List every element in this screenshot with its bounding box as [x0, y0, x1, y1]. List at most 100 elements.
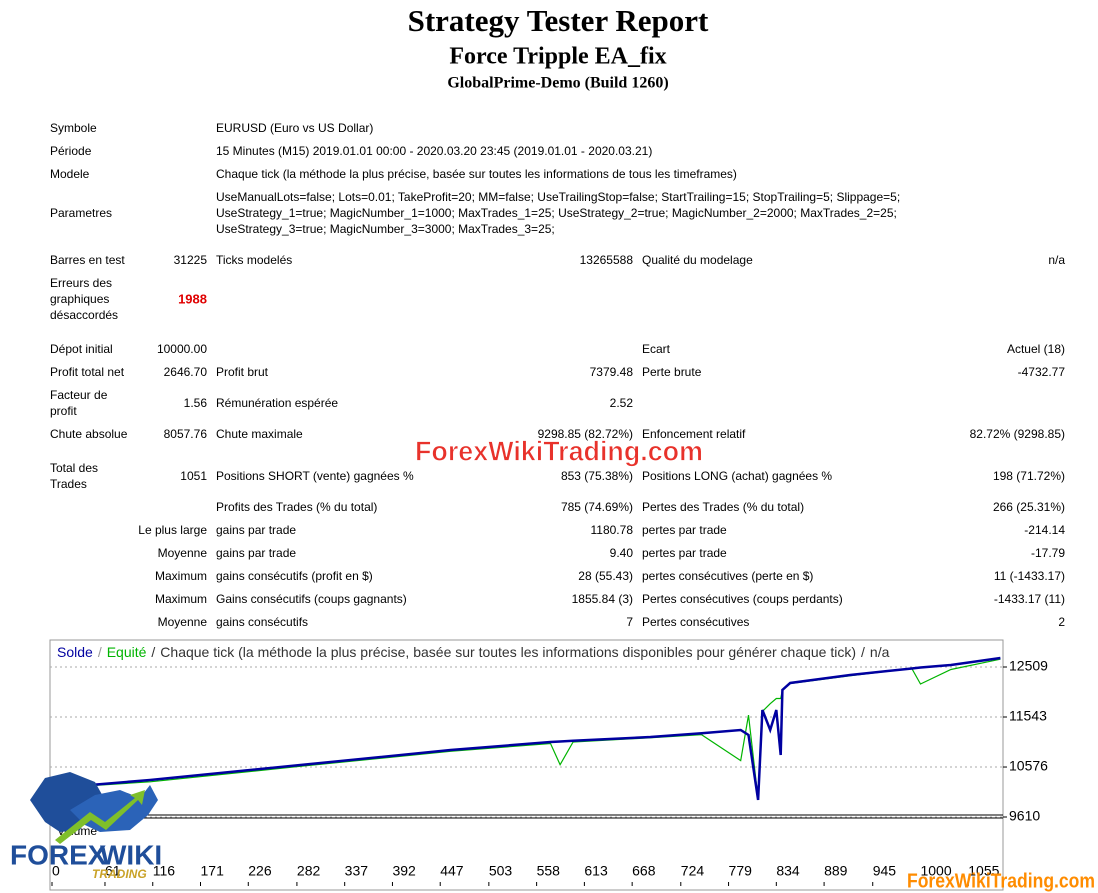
cell-label: désaccordés	[50, 308, 118, 322]
cell-value3: 2	[1058, 615, 1065, 629]
x-tick-label: 392	[392, 863, 416, 879]
cell-value2: 28 (55.43)	[578, 569, 633, 583]
legend-quality: n/a	[870, 644, 890, 660]
subtitle: Force Tripple EA_fix	[449, 44, 666, 70]
cell-label3: Pertes consécutives (coups perdants)	[642, 592, 843, 606]
cell-text: UseManualLots=false; Lots=0.01; TakeProf…	[216, 190, 900, 204]
x-tick-label: 558	[537, 863, 561, 879]
cell-label3: Perte brute	[642, 365, 702, 379]
cell-value: 1.56	[184, 396, 208, 410]
x-tick-label: 834	[776, 863, 800, 879]
cell-value2: 13265588	[580, 253, 634, 267]
legend-caption: Chaque tick (la méthode la plus précise,…	[160, 644, 856, 660]
cell-label2: Profits des Trades (% du total)	[216, 500, 377, 514]
x-tick-label: 503	[489, 863, 513, 879]
cell-label: Erreurs des	[50, 276, 112, 290]
cell-label2: Rémunération espérée	[216, 396, 338, 410]
chart-legend: Solde / Equité / Chaque tick (la méthode la …	[57, 644, 890, 660]
cell-value3: -17.79	[1031, 546, 1065, 560]
x-tick-label: 668	[632, 863, 656, 879]
cell-text: UseStrategy_3=true; MagicNumber_3=3000; …	[216, 222, 555, 236]
cell-value2: 9298.85 (82.72%)	[538, 427, 633, 441]
legend-separator: /	[151, 644, 155, 660]
y-tick-label: 10576	[1009, 758, 1048, 774]
x-tick-label: 116	[153, 863, 176, 879]
cell-value: 2646.70	[164, 365, 208, 379]
legend-entry: Solde	[57, 644, 93, 660]
cell-label: Facteur de	[50, 388, 108, 402]
cell-label2: gains consécutifs	[216, 615, 308, 629]
logo-name: FOREX	[10, 839, 107, 870]
x-tick-label: 171	[201, 863, 225, 879]
cell-value2: 785 (74.69%)	[561, 500, 633, 514]
cell-value3: Actuel (18)	[1007, 342, 1065, 356]
cell-label: Barres en test	[50, 253, 125, 267]
cell-label: Total des	[50, 461, 98, 475]
cell-value2: 1180.78	[591, 523, 634, 537]
x-tick-label: 724	[681, 863, 705, 879]
cell-label: Dépot initial	[50, 342, 113, 356]
cell-qualifier: Maximum	[155, 592, 207, 606]
legend-entry: Equité	[107, 644, 147, 660]
cell-value2: 1855.84 (3)	[572, 592, 633, 606]
cell-text: 15 Minutes (M15) 2019.01.01 00:00 - 2020…	[216, 144, 652, 158]
cell-value: 1051	[180, 469, 207, 483]
cell-value2: 9.40	[610, 546, 634, 560]
x-tick-label: 613	[584, 863, 608, 879]
cell-label: Chute absolue	[50, 427, 128, 441]
server: GlobalPrime-Demo (Build 1260)	[447, 75, 668, 92]
cell-label2: gains par trade	[216, 523, 296, 537]
cell-value3: -4732.77	[1018, 365, 1066, 379]
cell-label3: Pertes consécutives	[642, 615, 749, 629]
cell-value: 31225	[174, 253, 208, 267]
cell-label3: Pertes des Trades (% du total)	[642, 500, 804, 514]
cell-label: profit	[50, 404, 77, 418]
cell-label: Modele	[50, 167, 90, 181]
cell-text: UseStrategy_1=true; MagicNumber_1=1000; …	[216, 206, 897, 220]
cell-value2: 853 (75.38%)	[561, 469, 633, 483]
series-line	[54, 656, 1001, 801]
x-tick-label: 779	[729, 863, 753, 879]
cell-qualifier: Moyenne	[158, 546, 208, 560]
cell-label: Profit total net	[50, 365, 125, 379]
cell-label2: Profit brut	[216, 365, 269, 379]
watermark: ForexWikiTrading.com	[907, 870, 1095, 892]
cell-value2: 7	[626, 615, 633, 629]
y-tick-label: 11543	[1009, 708, 1047, 724]
cell-label3: Enfoncement relatif	[642, 427, 746, 441]
x-tick-label: 337	[345, 863, 369, 879]
cell-qualifier: Moyenne	[158, 615, 208, 629]
cell-value3: 266 (25.31%)	[993, 500, 1065, 514]
logo-arrow	[55, 790, 145, 844]
cell-label: Période	[50, 144, 92, 158]
cell-label3: Qualité du modelage	[642, 253, 753, 267]
cell-label2: gains par trade	[216, 546, 296, 560]
cell-label2: gains consécutifs (profit en $)	[216, 569, 373, 583]
logo-name: WIKI	[100, 839, 162, 870]
legend-separator: /	[98, 644, 102, 660]
cell-qualifier: Le plus large	[138, 523, 207, 537]
x-tick-label: 1000	[920, 863, 951, 879]
cell-label3: pertes par trade	[642, 546, 727, 560]
x-tick-label: 945	[873, 863, 897, 879]
cell-qualifier: Maximum	[155, 569, 207, 583]
cell-value3: 198 (71.72%)	[993, 469, 1065, 483]
cell-label2: Chute maximale	[216, 427, 303, 441]
cell-label2: Positions SHORT (vente) gagnées %	[216, 469, 414, 483]
cell-value3: n/a	[1048, 253, 1065, 267]
cell-label: Parametres	[50, 206, 112, 220]
x-tick-label: 61	[105, 863, 121, 879]
x-tick-label: 447	[440, 863, 464, 879]
cell-label: Symbole	[50, 121, 97, 135]
cell-value: 8057.76	[164, 427, 208, 441]
cell-value2: 7379.48	[590, 365, 634, 379]
legend-separator: /	[861, 644, 865, 660]
x-tick-label: 226	[248, 863, 272, 879]
y-tick-label: 9610	[1009, 808, 1040, 824]
chart-frame	[49, 639, 1004, 891]
cell-value3: -1433.17 (11)	[994, 592, 1065, 606]
x-tick-label: 0	[52, 863, 60, 879]
cell-label3: Ecart	[642, 342, 671, 356]
cell-text: Chaque tick (la méthode la plus précise,…	[216, 167, 737, 181]
